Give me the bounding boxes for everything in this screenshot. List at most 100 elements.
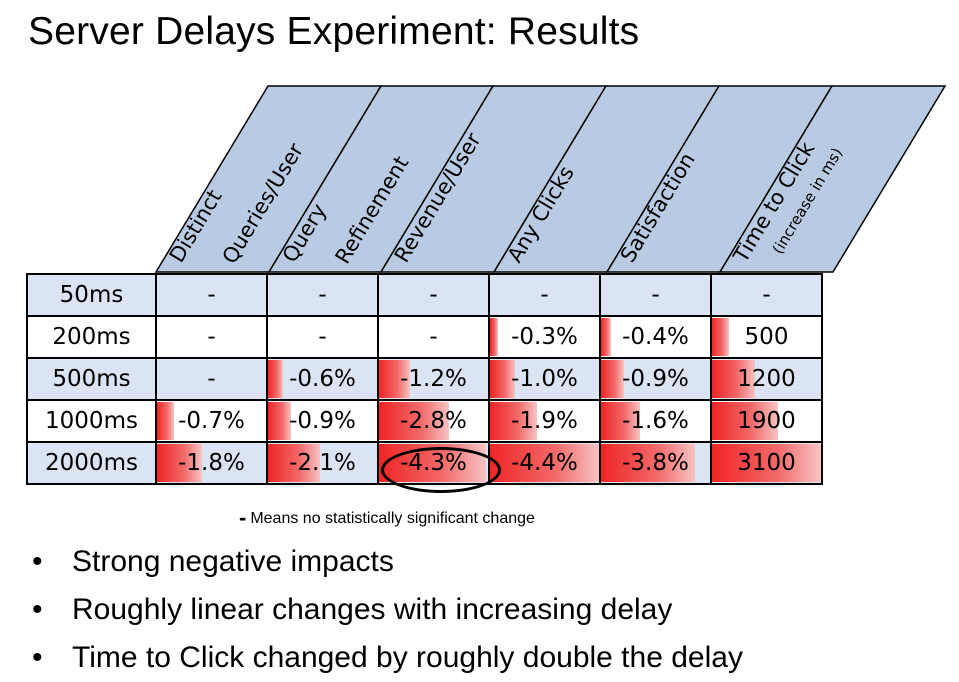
bullet-text: Time to Click changed by roughly double … bbox=[72, 641, 743, 674]
cell-value: -1.6% bbox=[622, 408, 689, 434]
impact-bar bbox=[490, 318, 498, 356]
table-cell: -0.3% bbox=[488, 315, 601, 359]
cell-value: - bbox=[207, 282, 216, 308]
footnote-dash: - bbox=[239, 505, 247, 530]
table-cell: -2.8% bbox=[377, 399, 490, 443]
table-cell: - bbox=[266, 273, 379, 317]
row-label: 1000ms bbox=[26, 399, 157, 443]
cell-value: - bbox=[762, 282, 771, 308]
cell-value: -0.7% bbox=[178, 408, 245, 434]
cell-value: -2.8% bbox=[400, 408, 467, 434]
cell-value: - bbox=[540, 282, 549, 308]
bullet-list: • Strong negative impacts • Roughly linear … bbox=[32, 538, 743, 682]
row-label: 2000ms bbox=[26, 441, 157, 485]
cell-value: -2.1% bbox=[289, 450, 356, 476]
cell-value: -0.6% bbox=[289, 366, 356, 392]
bullet-text: Strong negative impacts bbox=[72, 545, 394, 578]
bullet-dot-icon: • bbox=[32, 641, 43, 674]
impact-bar bbox=[712, 360, 755, 398]
impact-bar bbox=[268, 444, 321, 482]
table-cell: -1.2% bbox=[377, 357, 490, 401]
impact-bar bbox=[712, 402, 779, 440]
table-cell: 1200 bbox=[710, 357, 823, 401]
cell-value: 1200 bbox=[737, 366, 796, 392]
cell-value: - bbox=[207, 366, 216, 392]
table-row: 2000ms -1.8% -2.1% -4.3% -4.4% -3.8% 3100 bbox=[26, 441, 823, 485]
cell-value: - bbox=[318, 282, 327, 308]
cell-value: -1.9% bbox=[511, 408, 578, 434]
impact-bar bbox=[712, 444, 821, 482]
cell-value: -1.8% bbox=[178, 450, 245, 476]
cell-value: -3.8% bbox=[622, 450, 689, 476]
table-cell: -0.6% bbox=[266, 357, 379, 401]
table-row: 50ms - - - - - - bbox=[26, 273, 823, 317]
impact-bar bbox=[157, 402, 175, 440]
impact-bar bbox=[601, 402, 641, 440]
cell-value: -4.4% bbox=[511, 450, 578, 476]
cell-value: -1.0% bbox=[511, 366, 578, 392]
row-label: 500ms bbox=[26, 357, 157, 401]
impact-bar bbox=[601, 444, 695, 482]
cell-value: 1900 bbox=[737, 408, 796, 434]
table-row: 200ms - - - -0.3% -0.4% 500 bbox=[26, 315, 823, 359]
cell-value: - bbox=[429, 282, 438, 308]
impact-bar bbox=[490, 402, 537, 440]
table-cell: - bbox=[377, 273, 490, 317]
bullet-item: • Roughly linear changes with increasing … bbox=[32, 586, 743, 634]
impact-bar bbox=[268, 402, 291, 440]
table-cell: 1900 bbox=[710, 399, 823, 443]
cell-value: - bbox=[651, 282, 660, 308]
cell-value: -0.4% bbox=[622, 324, 689, 350]
cell-value: 3100 bbox=[737, 450, 796, 476]
cell-value: -0.9% bbox=[289, 408, 356, 434]
row-label: 200ms bbox=[26, 315, 157, 359]
table-cell: -0.9% bbox=[266, 399, 379, 443]
table-cell: -1.9% bbox=[488, 399, 601, 443]
results-table: 50ms - - - - - - 200ms - - - -0.3% -0.4% 500 500ms - -0.… bbox=[26, 273, 823, 485]
page-title: Server Delays Experiment: Results bbox=[28, 10, 640, 53]
highlight-circle bbox=[381, 447, 501, 493]
table-cell: - bbox=[710, 273, 823, 317]
impact-bar bbox=[601, 318, 611, 356]
footnote-text: Means no statistically significant chang… bbox=[250, 510, 535, 527]
cell-value: -0.3% bbox=[511, 324, 578, 350]
table-cell: - bbox=[155, 357, 268, 401]
cell-value: - bbox=[429, 324, 438, 350]
table-cell: - bbox=[266, 315, 379, 359]
table-cell: - bbox=[155, 273, 268, 317]
table-cell: -1.0% bbox=[488, 357, 601, 401]
bullet-text: Roughly linear changes with increasing d… bbox=[72, 593, 673, 626]
table-cell: -0.4% bbox=[599, 315, 712, 359]
bullet-dot-icon: • bbox=[32, 545, 43, 578]
table-cell: - bbox=[377, 315, 490, 359]
impact-bar bbox=[268, 360, 284, 398]
impact-bar bbox=[490, 360, 516, 398]
impact-bar bbox=[490, 444, 599, 482]
row-label: 50ms bbox=[26, 273, 157, 317]
table-cell: 3100 bbox=[710, 441, 823, 485]
footnote: - Means no statistically significant chan… bbox=[239, 505, 535, 531]
bullet-item: • Strong negative impacts bbox=[32, 538, 743, 586]
header-cell-time-to-click bbox=[718, 85, 947, 273]
cell-value: - bbox=[207, 324, 216, 350]
table-cell: - bbox=[599, 273, 712, 317]
table-row: 1000ms -0.7% -0.9% -2.8% -1.9% -1.6% 1900 bbox=[26, 399, 823, 443]
table-row: 500ms - -0.6% -1.2% -1.0% -0.9% 1200 bbox=[26, 357, 823, 401]
table-cell: - bbox=[488, 273, 601, 317]
bullet-dot-icon: • bbox=[32, 593, 43, 626]
table-cell: -1.8% bbox=[155, 441, 268, 485]
cell-value: 500 bbox=[744, 324, 789, 350]
impact-bar bbox=[379, 402, 449, 440]
cell-value: - bbox=[318, 324, 327, 350]
table-cell: -0.9% bbox=[599, 357, 712, 401]
impact-bar bbox=[601, 360, 624, 398]
table-cell: - bbox=[155, 315, 268, 359]
impact-bar bbox=[157, 444, 202, 482]
table-cell: -4.4% bbox=[488, 441, 601, 485]
impact-bar bbox=[712, 318, 730, 356]
table-cell: -0.7% bbox=[155, 399, 268, 443]
impact-bar bbox=[379, 360, 410, 398]
table-cell: -2.1% bbox=[266, 441, 379, 485]
table-cell: -1.6% bbox=[599, 399, 712, 443]
